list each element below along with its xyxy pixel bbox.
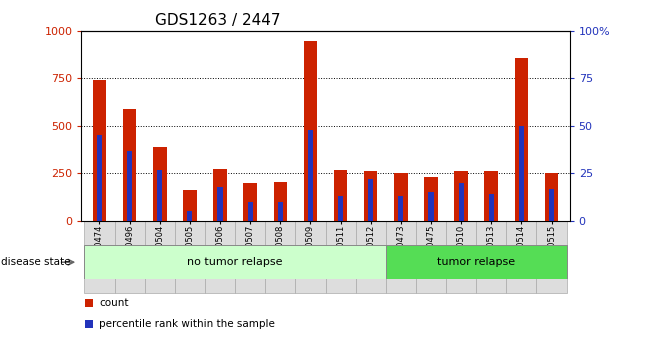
Bar: [278, 202, 283, 221]
Bar: [394, 173, 408, 221]
Bar: [338, 196, 343, 221]
Bar: [454, 171, 468, 221]
Bar: [247, 202, 253, 221]
Bar: [235, 221, 265, 293]
Bar: [85, 221, 115, 293]
Bar: [549, 188, 554, 221]
Bar: [334, 169, 348, 221]
Bar: [326, 221, 355, 293]
Bar: [183, 190, 197, 221]
Bar: [97, 136, 102, 221]
Bar: [364, 170, 378, 221]
Text: percentile rank within the sample: percentile rank within the sample: [99, 319, 275, 329]
Bar: [489, 194, 494, 221]
Bar: [355, 221, 386, 293]
Bar: [446, 221, 476, 293]
Bar: [296, 221, 326, 293]
Text: GDS1263 / 2447: GDS1263 / 2447: [155, 13, 280, 29]
Bar: [214, 169, 227, 221]
Bar: [157, 169, 162, 221]
Bar: [123, 109, 136, 221]
Bar: [476, 221, 506, 293]
Bar: [205, 221, 235, 293]
Text: no tumor relapse: no tumor relapse: [187, 257, 283, 267]
Bar: [398, 196, 404, 221]
Bar: [506, 221, 536, 293]
Bar: [85, 299, 93, 307]
Bar: [428, 193, 434, 221]
Text: tumor relapse: tumor relapse: [437, 257, 515, 267]
Bar: [273, 182, 287, 221]
Bar: [308, 130, 313, 221]
Bar: [217, 187, 223, 221]
Bar: [484, 170, 498, 221]
Bar: [145, 221, 175, 293]
Bar: [519, 126, 524, 221]
Bar: [368, 179, 373, 221]
Bar: [243, 183, 257, 221]
Bar: [515, 58, 528, 221]
Bar: [153, 147, 167, 221]
Bar: [265, 221, 296, 293]
Bar: [458, 183, 464, 221]
Bar: [545, 173, 559, 221]
Bar: [187, 211, 193, 221]
Bar: [536, 221, 566, 293]
Bar: [85, 320, 93, 328]
Text: disease state: disease state: [1, 257, 71, 267]
Bar: [303, 41, 317, 221]
Bar: [175, 221, 205, 293]
Bar: [127, 151, 132, 221]
Bar: [386, 221, 416, 293]
Bar: [115, 221, 145, 293]
Text: count: count: [99, 298, 128, 308]
Bar: [92, 80, 106, 221]
Bar: [85, 245, 386, 279]
Bar: [424, 177, 437, 221]
Bar: [416, 221, 446, 293]
Bar: [386, 245, 566, 279]
